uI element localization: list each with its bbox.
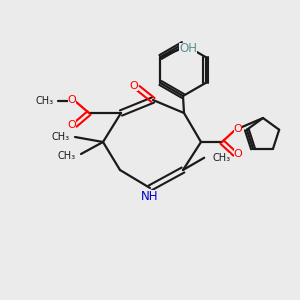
- Text: O: O: [234, 124, 242, 134]
- Text: CH₃: CH₃: [212, 153, 230, 163]
- Text: O: O: [68, 120, 76, 130]
- Text: O: O: [68, 95, 76, 105]
- Text: CH₃: CH₃: [58, 151, 76, 161]
- Text: CH₃: CH₃: [52, 132, 70, 142]
- Text: O: O: [130, 81, 138, 91]
- Text: NH: NH: [141, 190, 159, 202]
- Text: O: O: [234, 149, 242, 159]
- Text: CH₃: CH₃: [36, 96, 54, 106]
- Text: OH: OH: [179, 43, 197, 56]
